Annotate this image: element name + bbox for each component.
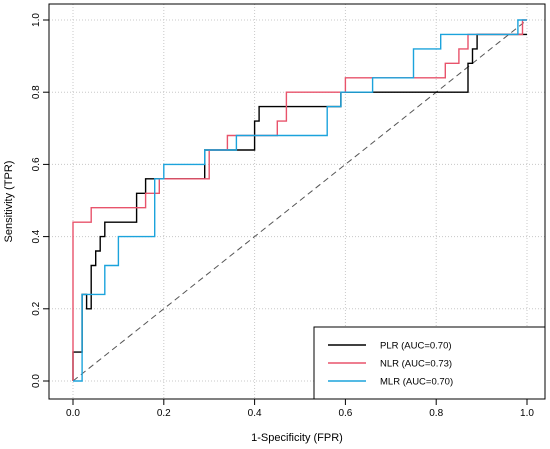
series-line-1 [72,19,527,381]
diagonal-reference-line [72,19,528,382]
y-tick-label: 0.2 [31,301,42,315]
y-axis-ticks: 0.0 0.2 0.4 0.6 0.8 1.0 [31,13,49,388]
y-tick-label: 0.8 [31,85,42,99]
y-tick-label: 0.4 [31,229,42,243]
series-line-2 [73,19,527,382]
y-tick-label: 1.0 [31,13,42,27]
series-lines [72,19,527,382]
x-axis-title: 1-Specificity (FPR) [251,432,343,444]
legend-entry-label: NLR (AUC=0.73) [380,359,452,370]
y-tick-label: 0.0 [31,374,42,388]
x-tick-label: 0.6 [338,408,352,419]
x-axis-ticks: 0.0 0.2 0.4 0.6 0.8 1.0 [66,399,534,419]
legend: PLR (AUC=0.70) NLR (AUC=0.73) MLR (AUC=0.7… [313,326,546,400]
x-tick-label: 1.0 [520,408,534,419]
series-line-0 [72,33,527,381]
y-tick-label: 0.6 [31,157,42,171]
plot-frame [48,3,546,400]
x-tick-label: 0.8 [429,408,443,419]
legend-entry-label: MLR (AUC=0.70) [380,377,453,388]
legend-entry-label: PLR (AUC=0.70) [380,341,452,352]
y-axis-title: Sensitivity (TPR) [3,161,15,243]
x-tick-label: 0.0 [66,408,80,419]
x-tick-label: 0.4 [248,408,262,419]
x-tick-label: 0.2 [157,408,171,419]
